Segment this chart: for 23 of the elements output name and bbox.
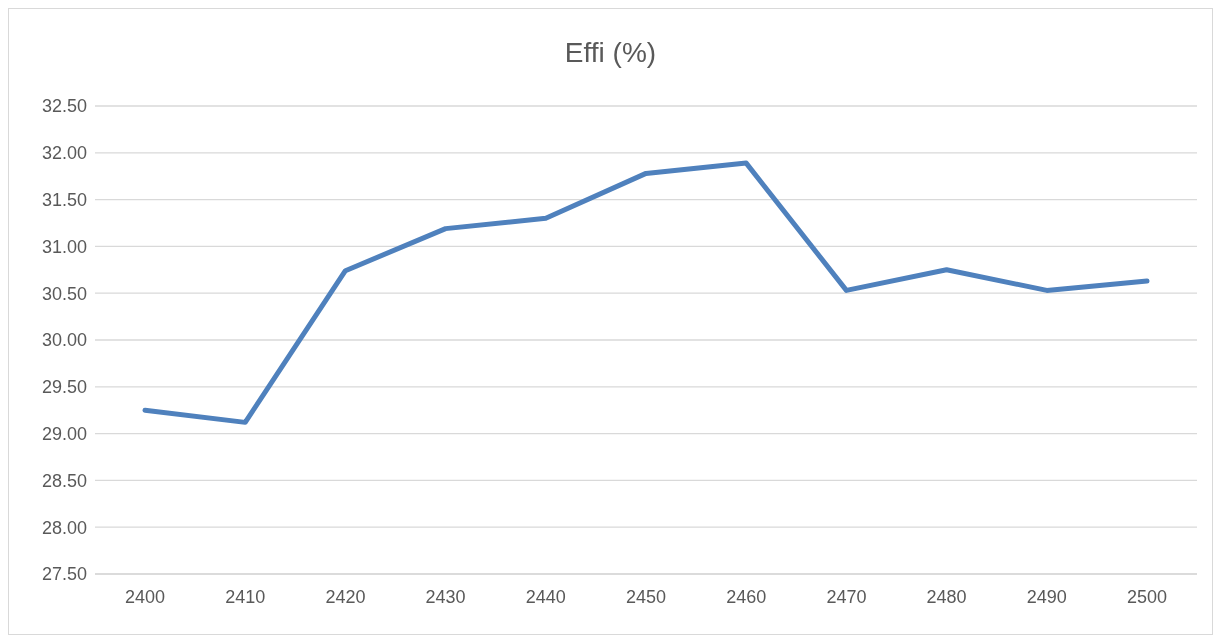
y-tick-label: 31.00 (41, 236, 87, 257)
x-tick-label: 2480 (926, 586, 967, 607)
x-tick-label: 2500 (1126, 586, 1168, 607)
y-tick-label: 29.50 (41, 377, 87, 398)
x-tick-label: 2400 (124, 586, 166, 607)
chart-title: Effi (%) (563, 37, 658, 69)
y-tick-label: 30.50 (41, 283, 87, 304)
x-tick-label: 2440 (525, 586, 566, 607)
y-tick-label: 28.00 (41, 517, 87, 538)
y-tick-label: 28.50 (41, 470, 87, 491)
x-tick-label: 2410 (225, 586, 266, 607)
y-tick-label: 31.50 (41, 189, 87, 210)
y-tick-label: 32.00 (41, 143, 87, 164)
y-tick-label: 29.00 (41, 423, 87, 444)
y-tick-label: 27.50 (41, 564, 87, 585)
x-tick-label: 2470 (826, 586, 867, 607)
x-tick-label: 2420 (325, 586, 366, 607)
x-tick-label: 2450 (625, 586, 667, 607)
y-tick-label: 32.50 (41, 96, 87, 117)
x-tick-label: 2460 (726, 586, 767, 607)
x-tick-label: 2490 (1026, 586, 1067, 607)
x-tick-label: 2430 (425, 586, 466, 607)
y-tick-label: 30.00 (41, 330, 87, 351)
